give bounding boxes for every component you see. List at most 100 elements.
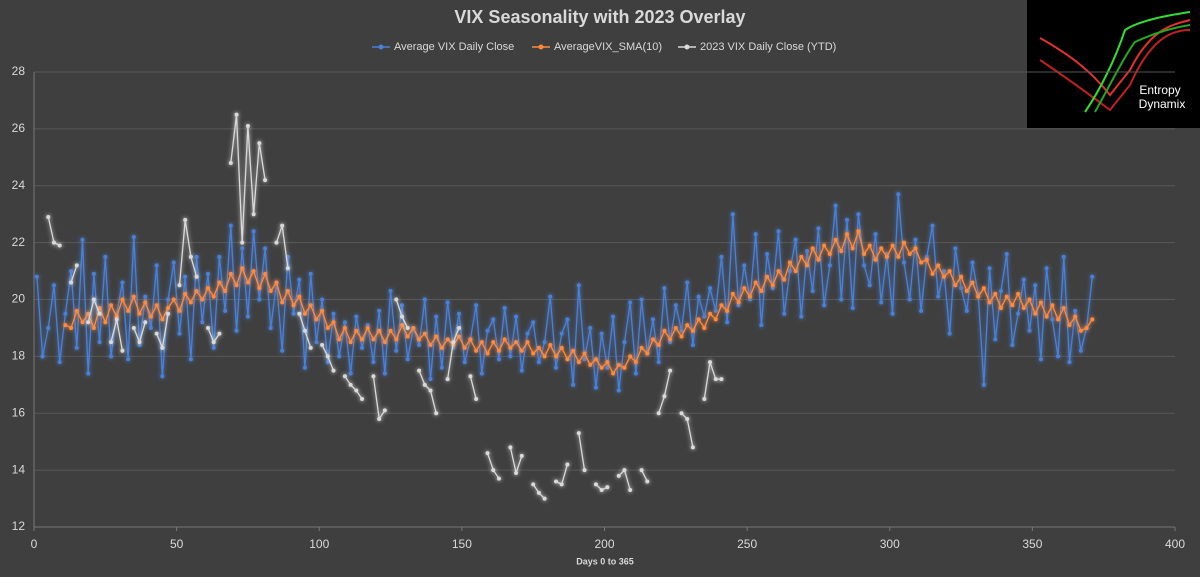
series bbox=[63, 228, 1095, 376]
data-point bbox=[884, 254, 889, 259]
data-point bbox=[810, 246, 815, 251]
data-point bbox=[200, 320, 205, 325]
data-point bbox=[833, 203, 838, 208]
data-point bbox=[126, 308, 131, 313]
data-point bbox=[354, 388, 359, 393]
data-point bbox=[251, 269, 256, 274]
data-point bbox=[434, 314, 439, 319]
data-point bbox=[86, 320, 91, 325]
data-point bbox=[753, 280, 758, 285]
data-point bbox=[993, 337, 998, 342]
data-point bbox=[474, 303, 479, 308]
data-point bbox=[422, 331, 427, 336]
data-point bbox=[787, 260, 792, 265]
data-point bbox=[148, 325, 153, 330]
data-point bbox=[1050, 303, 1055, 308]
data-point bbox=[930, 271, 935, 276]
data-point bbox=[371, 337, 376, 342]
data-point bbox=[822, 303, 827, 308]
data-point bbox=[554, 479, 559, 484]
data-point bbox=[616, 388, 621, 393]
data-point bbox=[371, 374, 376, 379]
data-point bbox=[97, 306, 102, 311]
data-point bbox=[542, 340, 547, 345]
chart-title: VIX Seasonality with 2023 Overlay bbox=[454, 7, 745, 27]
data-point bbox=[679, 411, 684, 416]
data-point bbox=[964, 288, 969, 293]
data-point bbox=[1061, 306, 1066, 311]
x-tick-label: 100 bbox=[309, 537, 329, 551]
data-point bbox=[696, 294, 701, 299]
data-point bbox=[223, 308, 228, 313]
y-tick-label: 28 bbox=[12, 64, 26, 78]
data-point bbox=[987, 300, 992, 305]
data-point bbox=[913, 237, 918, 242]
data-point bbox=[713, 377, 718, 382]
data-point bbox=[947, 331, 952, 336]
data-point bbox=[514, 470, 519, 475]
data-point bbox=[1056, 354, 1061, 359]
data-point bbox=[445, 337, 450, 342]
data-point bbox=[827, 252, 832, 256]
data-point bbox=[782, 311, 787, 316]
data-point bbox=[559, 345, 564, 350]
data-point bbox=[194, 254, 199, 259]
data-point bbox=[685, 280, 690, 285]
data-point bbox=[485, 351, 490, 356]
data-point bbox=[1027, 297, 1032, 302]
data-point bbox=[183, 274, 188, 279]
data-point bbox=[959, 286, 964, 291]
data-point bbox=[981, 382, 986, 387]
data-point bbox=[206, 271, 211, 276]
data-point bbox=[251, 212, 256, 217]
data-point bbox=[354, 314, 359, 319]
data-point bbox=[194, 288, 199, 293]
data-point bbox=[902, 260, 907, 265]
series bbox=[46, 112, 724, 501]
data-point bbox=[63, 323, 68, 328]
data-point bbox=[571, 382, 576, 387]
data-point bbox=[143, 300, 148, 305]
data-point bbox=[137, 340, 142, 345]
data-point bbox=[34, 274, 39, 279]
data-point bbox=[947, 269, 952, 274]
legend-label: 2023 VIX Daily Close (YTD) bbox=[700, 41, 836, 53]
data-point bbox=[873, 232, 878, 237]
x-tick-label: 250 bbox=[737, 537, 757, 551]
data-point bbox=[1050, 317, 1055, 322]
data-point bbox=[103, 320, 108, 325]
data-point bbox=[554, 354, 559, 359]
data-point bbox=[628, 488, 633, 493]
data-point bbox=[902, 240, 907, 245]
data-point bbox=[417, 368, 422, 373]
data-point bbox=[536, 490, 541, 495]
data-point bbox=[297, 277, 302, 282]
data-point bbox=[536, 345, 541, 350]
data-point bbox=[730, 291, 735, 296]
data-point bbox=[51, 240, 56, 245]
data-point bbox=[468, 337, 473, 342]
data-point bbox=[74, 263, 79, 268]
data-point bbox=[154, 303, 159, 308]
data-point bbox=[696, 317, 701, 322]
data-point bbox=[308, 303, 313, 308]
data-point bbox=[399, 303, 404, 308]
data-point bbox=[211, 294, 216, 299]
data-point bbox=[708, 360, 713, 365]
y-tick-label: 18 bbox=[12, 349, 26, 363]
data-point bbox=[959, 274, 964, 279]
legend-label: Average VIX Daily Close bbox=[394, 41, 514, 53]
legend-marker bbox=[378, 44, 384, 50]
data-point bbox=[251, 229, 256, 234]
data-point bbox=[765, 274, 770, 279]
data-point bbox=[166, 297, 171, 302]
data-point bbox=[148, 314, 153, 319]
data-point bbox=[713, 317, 718, 322]
data-point bbox=[234, 328, 239, 333]
data-point bbox=[941, 269, 946, 274]
data-point bbox=[417, 343, 422, 347]
data-point bbox=[941, 274, 946, 279]
data-point bbox=[919, 260, 924, 265]
data-point bbox=[291, 303, 296, 308]
data-point bbox=[485, 328, 490, 333]
